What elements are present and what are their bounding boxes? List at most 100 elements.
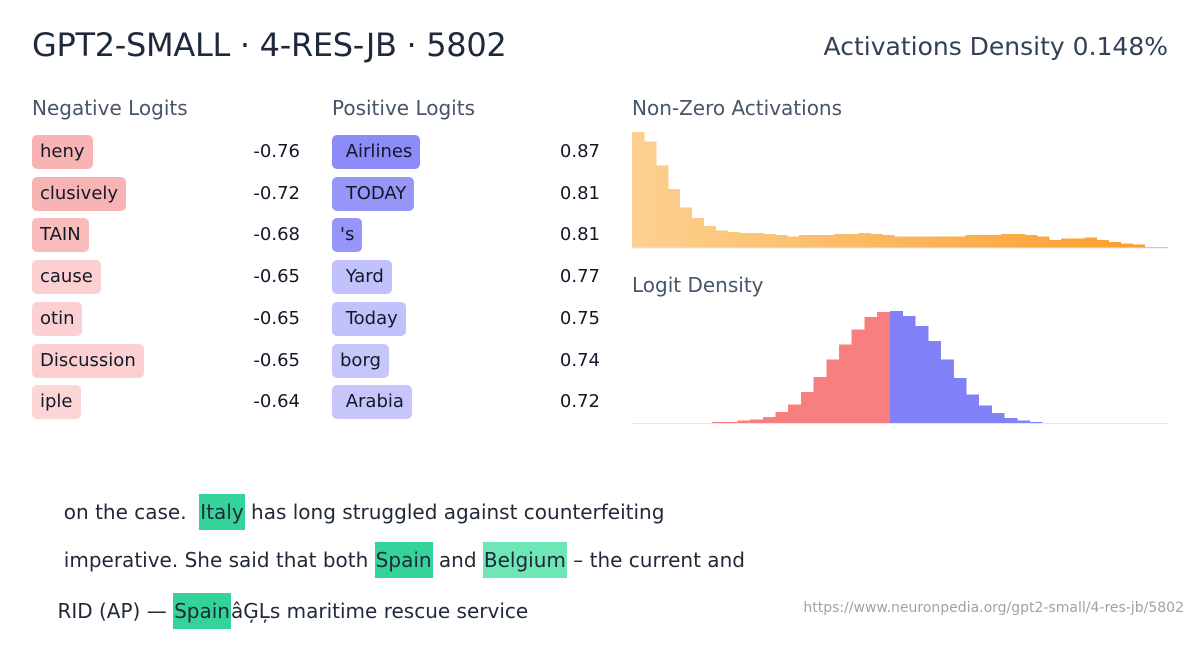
activation-bar [905, 236, 919, 248]
negative-logit-value: -0.65 [253, 349, 300, 371]
activation-bar [655, 165, 669, 248]
negative-logit-value: -0.68 [253, 224, 300, 246]
activation-bar [917, 236, 931, 248]
negative-logits-heading: Negative Logits [32, 96, 188, 120]
logit-density-positive-bar [991, 413, 1005, 423]
activation-bar [1013, 234, 1026, 248]
negative-logit-token: otin [32, 301, 83, 336]
activation-bar [1132, 244, 1145, 248]
negative-logit-value: -0.72 [253, 182, 300, 204]
activation-bar [870, 234, 883, 248]
activation-bar [786, 236, 800, 248]
positive-logit-token: Today [332, 301, 406, 336]
negative-logit-value: -0.65 [253, 307, 300, 329]
activation-snippets: on the case. Italy has long struggled ag… [32, 458, 1172, 629]
activation-bar [691, 217, 705, 248]
logit-density-negative-bar [712, 421, 726, 423]
positive-logit-token: 's [332, 218, 363, 253]
negative-logit-token: TAIN [32, 218, 89, 253]
logit-density-negative-bar [775, 411, 789, 423]
activation-bar [834, 234, 847, 248]
activation-bar [846, 234, 859, 248]
logit-density-positive-bar [940, 359, 954, 423]
negative-logit-token: iple [32, 385, 81, 420]
activation-bar [763, 234, 776, 248]
source-url[interactable]: https://www.neuronpedia.org/gpt2-small/4… [803, 600, 1184, 616]
activation-bar [1108, 242, 1121, 248]
logit-density-negative-bar [864, 317, 878, 423]
activation-bar [1144, 246, 1157, 248]
activation-bar [703, 225, 716, 248]
positive-logit-token: Yard [332, 260, 392, 295]
logit-density-positive-bar [889, 311, 903, 423]
positive-logit-token: Arabia [332, 385, 412, 420]
activation-bar [1025, 235, 1038, 248]
positive-logit-value: 0.74 [559, 349, 600, 371]
logit-density-positive-bar [966, 394, 980, 423]
activation-bar [822, 235, 836, 248]
highlighted-token: Italy [199, 494, 245, 530]
activation-bar [1072, 238, 1086, 248]
page-title: GPT2-SMALL · 4-RES-JB · 5802 [32, 26, 507, 64]
logit-density-negative-bar [788, 404, 802, 423]
activation-bar [894, 236, 907, 248]
activation-bar [1001, 234, 1014, 248]
activation-bar [810, 235, 824, 248]
logit-density-negative-bar [839, 344, 853, 423]
logit-density-heading: Logit Density [632, 273, 764, 297]
activation-bar [1120, 243, 1133, 248]
logit-density-positive-bar [927, 340, 942, 423]
positive-logit-value: 0.72 [559, 391, 600, 413]
logit-density-negative-bar [826, 359, 840, 423]
activation-bar [1036, 236, 1050, 248]
logit-density-positive-bar [1004, 418, 1018, 423]
activation-bar [977, 235, 990, 248]
nonzero-activations-chart [632, 132, 1168, 249]
activations-density-label: Activations Density 0.148% [823, 32, 1168, 61]
activation-bar [715, 230, 728, 248]
negative-logit-value: -0.76 [253, 141, 300, 162]
highlighted-token: Belgium [482, 542, 567, 578]
activation-bar [774, 235, 788, 248]
negative-logit-token: Discussion [32, 343, 144, 378]
negative-logit-token: heny [32, 135, 93, 169]
nonzero-activations-heading: Non-Zero Activations [632, 96, 843, 120]
positive-logit-token: Airlines [332, 135, 421, 169]
activation-bar [929, 236, 943, 248]
positive-logit-value: 0.75 [559, 307, 600, 329]
negative-logit-token: cause [32, 260, 101, 295]
activation-bar [1084, 237, 1098, 248]
activation-bar [953, 236, 967, 248]
activation-bar [858, 232, 871, 248]
activation-bar [1048, 239, 1062, 248]
negative-logit-value: -0.65 [253, 266, 300, 288]
activation-bar [739, 232, 752, 248]
snippet-1[interactable]: on the case. Italy has long struggled ag… [32, 458, 664, 566]
positive-logit-value: 0.87 [559, 141, 600, 162]
activation-bar [643, 141, 657, 248]
snippet-2[interactable]: imperative. She said that both Spain and… [32, 506, 745, 614]
logit-density-negative-bar [737, 420, 751, 423]
logit-density-positive-bar [1016, 420, 1030, 423]
activation-bar [727, 231, 740, 248]
positive-logit-value: 0.81 [559, 224, 600, 246]
logit-density-negative-bar [762, 416, 776, 423]
logit-density-negative-bar [877, 312, 891, 423]
positive-logits-list: Airlines 0.87 TODAY 0.81 's 0.81 Yard 0.77 To… [332, 135, 602, 425]
logit-density-chart [632, 311, 1168, 424]
snippet-3[interactable]: RID (AP) — SpainâĢĻs maritime rescue ser… [32, 557, 528, 665]
negative-logit-value: -0.64 [253, 391, 300, 413]
logit-density-negative-bar [800, 391, 815, 423]
activation-bar [632, 132, 645, 248]
logit-density-positive-bar [953, 378, 967, 423]
activation-bar [1060, 238, 1074, 248]
activation-bar [965, 235, 979, 248]
positive-logit-value: 0.81 [559, 182, 600, 204]
logit-density-negative-bar [851, 329, 865, 423]
positive-logit-token: borg [332, 343, 389, 378]
highlighted-token: Spain [173, 593, 231, 629]
logit-density-negative-bar [724, 421, 738, 423]
activation-bar [798, 235, 812, 248]
activation-bar [1096, 239, 1110, 248]
logit-density-positive-bar [978, 405, 992, 423]
